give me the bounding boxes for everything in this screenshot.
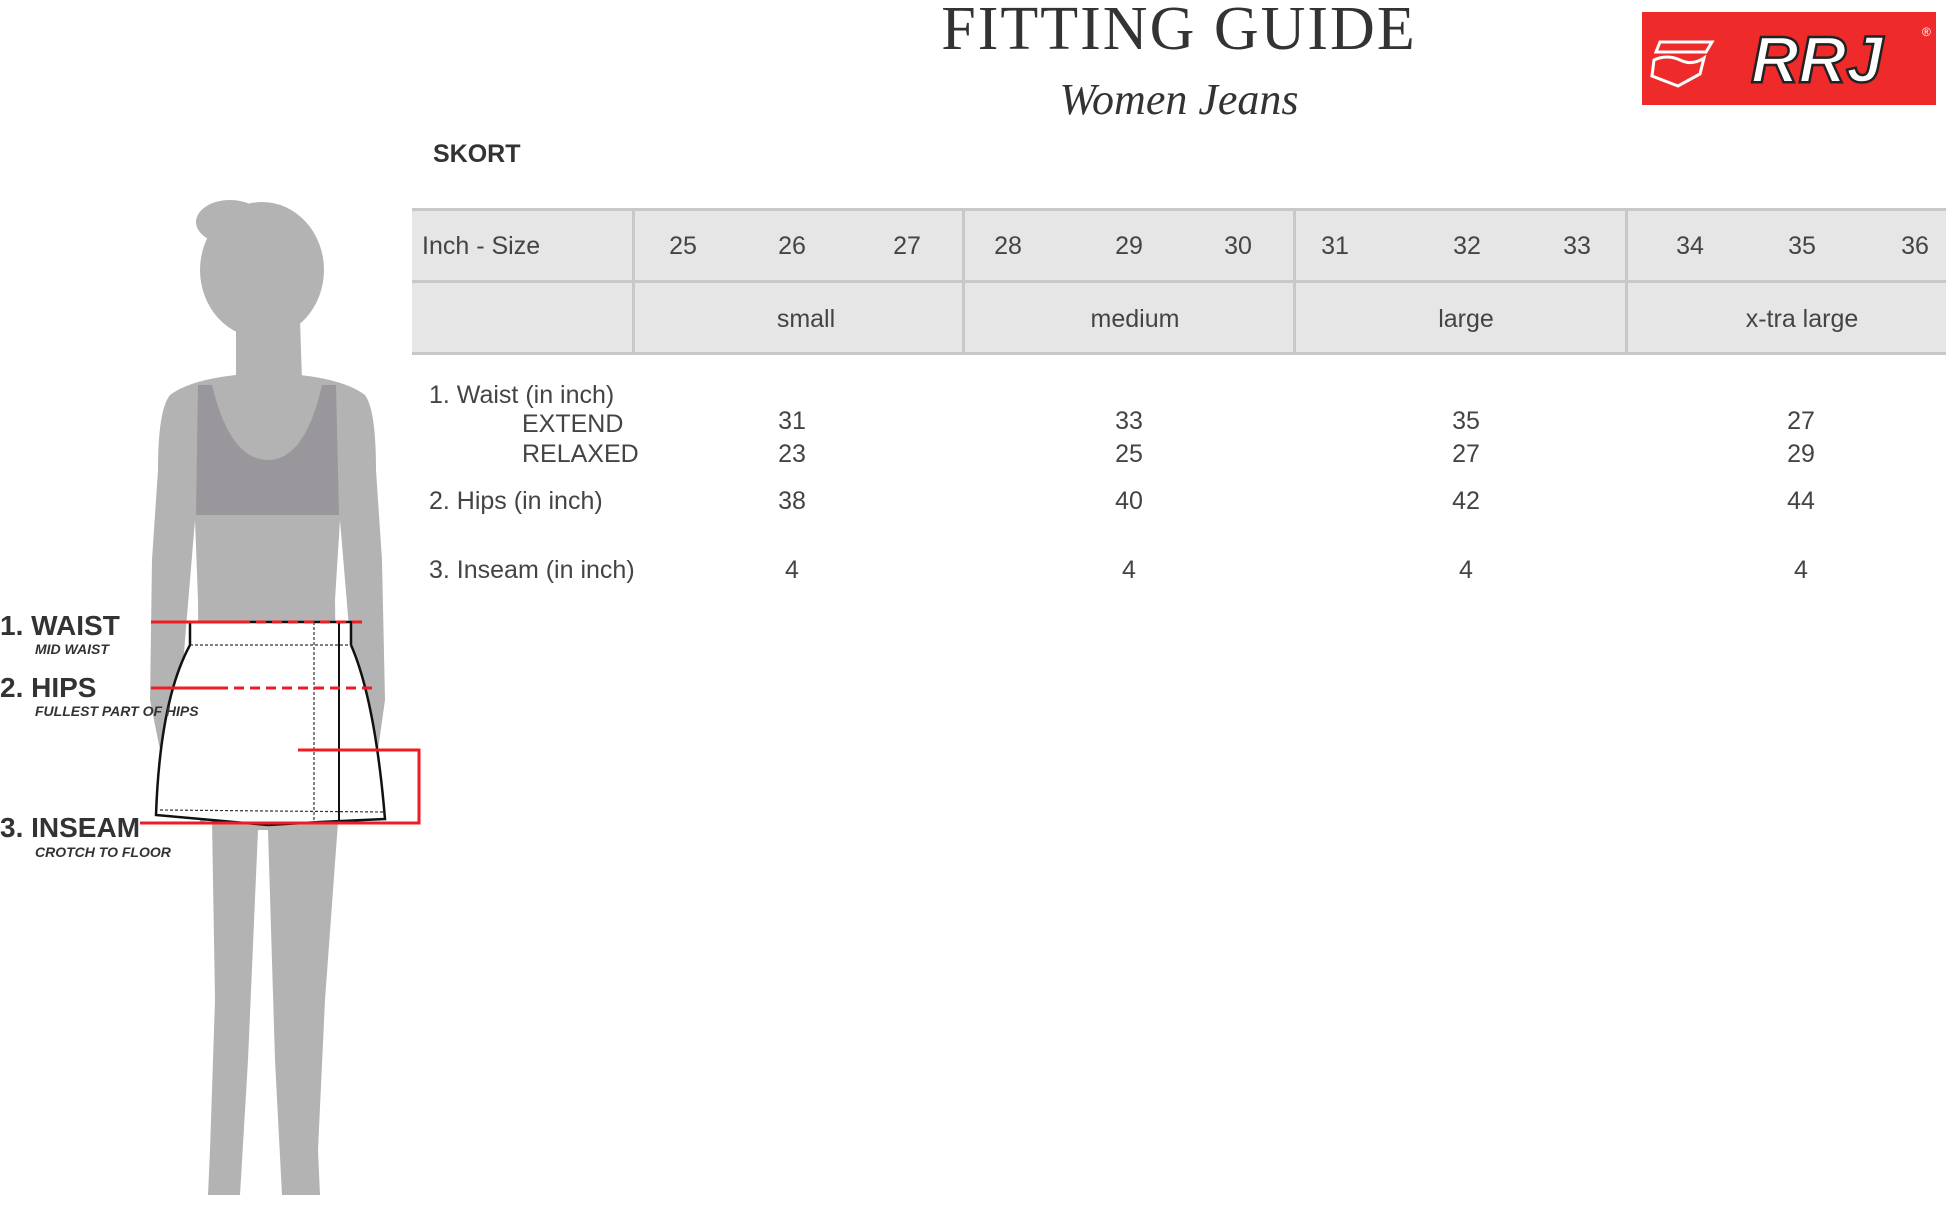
size-cell: 36: [1901, 232, 1929, 260]
size-cell: 30: [1224, 232, 1252, 260]
group-row: [412, 280, 1946, 355]
size-group: x-tra large: [1745, 305, 1859, 333]
divider: [632, 208, 635, 355]
divider: [1625, 208, 1628, 355]
inseam-value: 4: [1459, 556, 1473, 584]
extend-value: 27: [1787, 407, 1815, 435]
size-cell: 29: [1115, 232, 1143, 260]
extend-value: 35: [1452, 407, 1480, 435]
skort: [154, 620, 387, 827]
extend-value: 31: [778, 407, 806, 435]
hips-value: 42: [1452, 487, 1480, 515]
waist-measure-sub: MID WAIST: [35, 641, 109, 657]
svg-text:RRJ: RRJ: [1751, 22, 1884, 96]
size-cell: 33: [1563, 232, 1591, 260]
size-cell: 35: [1788, 232, 1816, 260]
hips-label: 2. Hips (in inch): [429, 487, 603, 515]
size-cell: 27: [893, 232, 921, 260]
body-figure: [140, 200, 421, 1195]
inseam-value: 4: [1794, 556, 1808, 584]
size-group: small: [776, 305, 836, 333]
size-row: [412, 208, 1946, 283]
size-cell: 34: [1676, 232, 1704, 260]
waist-measure-label: 1. WAIST: [0, 610, 120, 641]
size-cell: 31: [1321, 232, 1349, 260]
relaxed-value: 27: [1452, 440, 1480, 468]
inseam-measure-label: 3. INSEAM: [0, 812, 141, 843]
hips-value: 44: [1787, 487, 1815, 515]
hips-measure-sub: FULLEST PART OF HIPS: [35, 703, 199, 719]
relaxed-label: RELAXED: [522, 440, 639, 468]
page-title: FITTING GUIDE: [941, 0, 1417, 63]
size-cell: 32: [1453, 232, 1481, 260]
divider: [962, 208, 965, 355]
relaxed-value: 25: [1115, 440, 1143, 468]
inseam-value: 4: [785, 556, 799, 584]
page-subtitle: Women Jeans: [1059, 75, 1299, 124]
relaxed-value: 29: [1787, 440, 1815, 468]
relaxed-value: 23: [778, 440, 806, 468]
bra: [196, 385, 339, 515]
inseam-measure-sub: CROTCH TO FLOOR: [35, 844, 171, 860]
brand-logo: RRJ ®: [1642, 12, 1936, 105]
inseam-label: 3. Inseam (in inch): [429, 556, 635, 584]
hips-measure-label: 2. HIPS: [0, 672, 97, 703]
extend-value: 33: [1115, 407, 1143, 435]
section-title: SKORT: [433, 140, 521, 168]
divider: [1293, 208, 1296, 355]
size-cell: 26: [778, 232, 806, 260]
waist-label: 1. Waist (in inch): [429, 381, 615, 409]
svg-text:®: ®: [1922, 25, 1931, 39]
size-group: large: [1438, 305, 1494, 333]
size-cell: 25: [669, 232, 697, 260]
size-cell: 28: [994, 232, 1022, 260]
hips-value: 40: [1115, 487, 1143, 515]
extend-label: EXTEND: [522, 410, 624, 438]
size-label: Inch - Size: [422, 232, 541, 260]
inseam-value: 4: [1122, 556, 1136, 584]
hips-value: 38: [778, 487, 806, 515]
size-group: medium: [1090, 305, 1180, 333]
measure-lines: [140, 620, 421, 825]
